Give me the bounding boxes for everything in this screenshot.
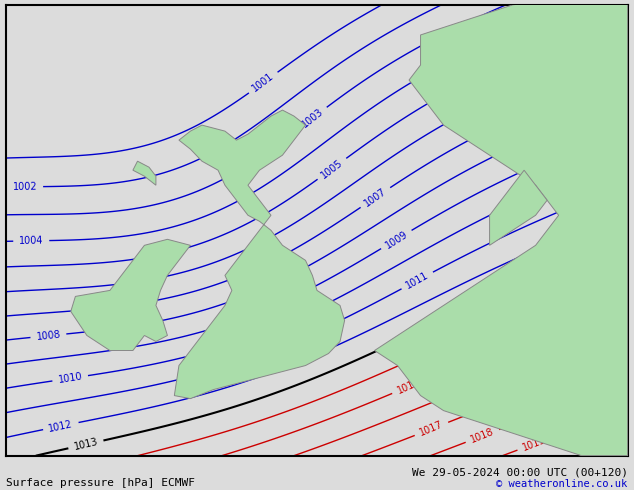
Text: 1019: 1019 [521,435,547,453]
Text: 1006: 1006 [602,37,628,56]
Text: 1003: 1003 [300,106,325,129]
Polygon shape [489,170,547,245]
Text: 1007: 1007 [363,186,389,209]
Text: 1011: 1011 [404,270,430,291]
Text: 1016: 1016 [444,382,471,401]
Text: 1018: 1018 [469,427,496,445]
Text: 1017: 1017 [418,419,444,438]
Polygon shape [71,239,190,350]
Text: Surface pressure [hPa] ECMWF: Surface pressure [hPa] ECMWF [6,478,195,488]
Text: 1008: 1008 [36,329,61,342]
Text: 1010: 1010 [57,371,83,385]
Text: 1015: 1015 [396,377,422,396]
Text: 1001: 1001 [250,71,276,94]
Polygon shape [174,110,345,398]
Text: We 29-05-2024 00:00 UTC (00+120): We 29-05-2024 00:00 UTC (00+120) [411,468,628,478]
Text: 1009: 1009 [384,229,410,250]
Polygon shape [133,161,156,185]
Text: 1005: 1005 [319,157,345,180]
Text: 1004: 1004 [19,236,44,246]
Text: 1020: 1020 [600,434,627,452]
Text: 1012: 1012 [48,418,74,434]
Polygon shape [375,0,628,456]
Text: 1014: 1014 [423,339,450,359]
Text: © weatheronline.co.uk: © weatheronline.co.uk [496,479,628,489]
Text: 1013: 1013 [73,437,99,452]
Text: 1002: 1002 [13,182,37,192]
